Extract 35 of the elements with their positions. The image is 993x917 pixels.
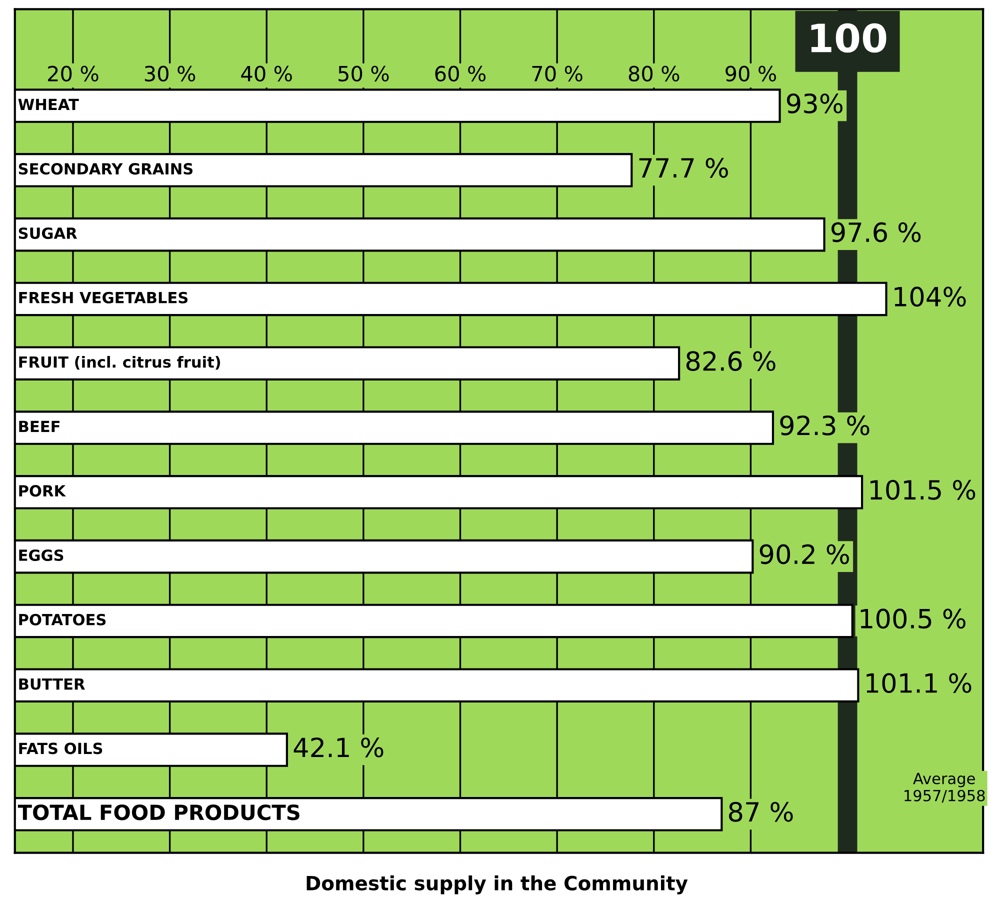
data-label: 42.1 %	[294, 737, 384, 758]
y-tick-label: EGGS	[19, 549, 64, 562]
data-label: 101.1 %	[866, 673, 972, 694]
x-tick-label: 50 %	[338, 66, 389, 82]
data-label: 100.5 %	[860, 608, 966, 629]
y-tick-label: TOTAL FOOD PRODUCTS	[18, 804, 300, 820]
data-label: 92.3 %	[780, 415, 870, 436]
data-label: 97.6 %	[832, 222, 921, 242]
x-tick-label: 70 %	[532, 66, 582, 82]
x-tick-label: 80 %	[628, 66, 680, 82]
x-tick-label: 30 %	[144, 66, 196, 82]
y-tick-label: PORK	[19, 485, 66, 497]
x-tick-label: 20 %	[48, 66, 98, 82]
y-tick-label: BUTTER	[19, 678, 85, 690]
data-label: 104%	[894, 286, 966, 307]
x-tick-label: 60 %	[435, 66, 486, 82]
data-label: 90.2 %	[760, 544, 849, 564]
text: Domestic supply in the Community	[306, 875, 688, 894]
y-tick-label: BEEF	[19, 420, 60, 432]
data-label: 101.5 %	[870, 480, 976, 500]
y-tick-label: POTATOES	[19, 614, 106, 626]
annotation: Average 1957/1958	[904, 772, 985, 803]
y-tick-label: SUGAR	[18, 227, 78, 240]
x-tick-label: 90 %	[726, 66, 776, 82]
data-label: 77.7 %	[639, 158, 728, 178]
data-label: 82.6 %	[686, 351, 776, 372]
y-tick-label: FRUIT (incl. citrus fruit)	[19, 356, 220, 370]
ref-line-label: 100	[811, 23, 886, 53]
y-tick-label: FATS OILS	[19, 742, 102, 754]
x-tick-label: 40 %	[241, 66, 292, 82]
data-label: 93%	[786, 93, 843, 114]
y-tick-label: SECONDARY GRAINS	[18, 163, 193, 175]
y-tick-label: FRESH VEGETABLES	[19, 292, 188, 304]
y-tick-label: WHEAT	[18, 98, 79, 110]
data-label: 87 %	[729, 802, 793, 822]
